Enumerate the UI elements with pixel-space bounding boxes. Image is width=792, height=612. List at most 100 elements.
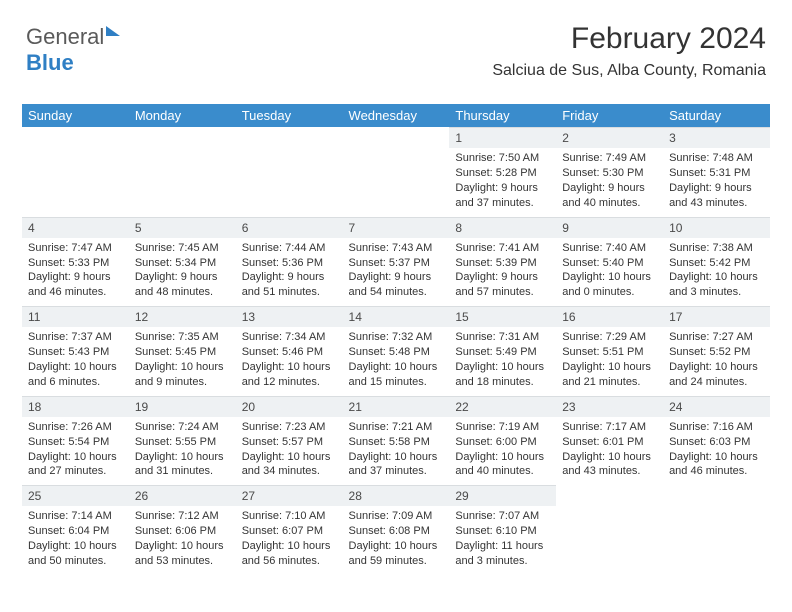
sunset-text: Sunset: 6:00 PM xyxy=(455,435,550,450)
daylight-line2: and 24 minutes. xyxy=(669,375,764,390)
sunrise-text: Sunrise: 7:50 AM xyxy=(455,151,550,166)
day-number: 16 xyxy=(556,306,663,327)
calendar-day-cell: 16 Sunrise: 7:29 AMSunset: 5:51 PMDayligh… xyxy=(556,306,663,396)
sunrise-text: Sunrise: 7:40 AM xyxy=(562,241,657,256)
daylight-line2: and 51 minutes. xyxy=(242,285,337,300)
sunrise-text: Sunrise: 7:48 AM xyxy=(669,151,764,166)
daylight-line2: and 57 minutes. xyxy=(455,285,550,300)
calendar-week-row: 25Sunrise: 7:14 AMSunset: 6:04 PMDayligh… xyxy=(22,485,770,575)
day-details: Sunrise: 7:47 AMSunset: 5:33 PMDaylight:… xyxy=(22,238,129,306)
sunset-text: Sunset: 5:37 PM xyxy=(349,256,444,271)
calendar-day-cell: 24Sunrise: 7:16 AMSunset: 6:03 PMDayligh… xyxy=(663,396,770,486)
day-details: Sunrise: 7:32 AMSunset: 5:48 PMDaylight:… xyxy=(343,327,450,395)
day-details: Sunrise: 7:48 AMSunset: 5:31 PMDaylight:… xyxy=(663,148,770,216)
sunset-text: Sunset: 5:46 PM xyxy=(242,345,337,360)
day-details: Sunrise: 7:44 AMSunset: 5:36 PMDaylight:… xyxy=(236,238,343,306)
daylight-line1: Daylight: 9 hours xyxy=(455,181,550,196)
calendar-day-cell xyxy=(236,127,343,217)
day-number: 13 xyxy=(236,306,343,327)
calendar-day-cell: 2Sunrise: 7:49 AMSunset: 5:30 PMDaylight… xyxy=(556,127,663,217)
daylight-line1: Daylight: 10 hours xyxy=(455,360,550,375)
daylight-line1: Daylight: 10 hours xyxy=(669,450,764,465)
day-details: Sunrise: 7:27 AMSunset: 5:52 PMDaylight:… xyxy=(663,327,770,395)
day-number: 11 xyxy=(22,306,129,327)
weekday-header: Sunday xyxy=(22,104,129,127)
daylight-line2: and 6 minutes. xyxy=(28,375,123,390)
day-details: Sunrise: 7:19 AMSunset: 6:00 PMDaylight:… xyxy=(449,417,556,485)
calendar-week-row: 11Sunrise: 7:37 AMSunset: 5:43 PMDayligh… xyxy=(22,306,770,396)
day-number: 24 xyxy=(663,396,770,417)
header-right: February 2024 Salciua de Sus, Alba Count… xyxy=(492,22,766,80)
daylight-line2: and 3 minutes. xyxy=(669,285,764,300)
calendar-week-row: 4Sunrise: 7:47 AMSunset: 5:33 PMDaylight… xyxy=(22,217,770,307)
location-text: Salciua de Sus, Alba County, Romania xyxy=(492,62,766,80)
day-number: 9 xyxy=(556,217,663,238)
calendar-table: Sunday Monday Tuesday Wednesday Thursday… xyxy=(22,104,770,575)
sunrise-text: Sunrise: 7:41 AM xyxy=(455,241,550,256)
sunrise-text: Sunrise: 7:14 AM xyxy=(28,509,123,524)
sunrise-text: Sunrise: 7:16 AM xyxy=(669,420,764,435)
day-number: 17 xyxy=(663,306,770,327)
day-number: 10 xyxy=(663,217,770,238)
daylight-line1: Daylight: 10 hours xyxy=(242,450,337,465)
day-details: Sunrise: 7:45 AMSunset: 5:34 PMDaylight:… xyxy=(129,238,236,306)
sunset-text: Sunset: 5:30 PM xyxy=(562,166,657,181)
sunset-text: Sunset: 5:28 PM xyxy=(455,166,550,181)
sunrise-text: Sunrise: 7:12 AM xyxy=(135,509,230,524)
daylight-line2: and 46 minutes. xyxy=(669,464,764,479)
daylight-line1: Daylight: 9 hours xyxy=(562,181,657,196)
day-number: 19 xyxy=(129,396,236,417)
daylight-line2: and 48 minutes. xyxy=(135,285,230,300)
sunset-text: Sunset: 5:43 PM xyxy=(28,345,123,360)
daylight-line1: Daylight: 10 hours xyxy=(28,360,123,375)
day-details: Sunrise: 7:16 AMSunset: 6:03 PMDaylight:… xyxy=(663,417,770,485)
sunset-text: Sunset: 6:06 PM xyxy=(135,524,230,539)
daylight-line1: Daylight: 10 hours xyxy=(562,360,657,375)
daylight-line1: Daylight: 10 hours xyxy=(135,360,230,375)
calendar-day-cell: 19Sunrise: 7:24 AMSunset: 5:55 PMDayligh… xyxy=(129,396,236,486)
daylight-line2: and 50 minutes. xyxy=(28,554,123,569)
calendar-day-cell: 15Sunrise: 7:31 AMSunset: 5:49 PMDayligh… xyxy=(449,306,556,396)
sunrise-text: Sunrise: 7:43 AM xyxy=(349,241,444,256)
day-details: Sunrise: 7:12 AMSunset: 6:06 PMDaylight:… xyxy=(129,506,236,574)
calendar-day-cell: 4Sunrise: 7:47 AMSunset: 5:33 PMDaylight… xyxy=(22,217,129,307)
sunrise-text: Sunrise: 7:27 AM xyxy=(669,330,764,345)
sunset-text: Sunset: 5:51 PM xyxy=(562,345,657,360)
daylight-line1: Daylight: 9 hours xyxy=(349,270,444,285)
daylight-line2: and 59 minutes. xyxy=(349,554,444,569)
daylight-line1: Daylight: 10 hours xyxy=(135,450,230,465)
calendar-day-cell: 7Sunrise: 7:43 AMSunset: 5:37 PMDaylight… xyxy=(343,217,450,307)
calendar-day-cell: 11Sunrise: 7:37 AMSunset: 5:43 PMDayligh… xyxy=(22,306,129,396)
calendar-day-cell: 3Sunrise: 7:48 AMSunset: 5:31 PMDaylight… xyxy=(663,127,770,217)
daylight-line1: Daylight: 10 hours xyxy=(28,539,123,554)
sunset-text: Sunset: 5:54 PM xyxy=(28,435,123,450)
day-details: Sunrise: 7:40 AMSunset: 5:40 PMDaylight:… xyxy=(556,238,663,306)
daylight-line2: and 54 minutes. xyxy=(349,285,444,300)
sunset-text: Sunset: 5:45 PM xyxy=(135,345,230,360)
daylight-line2: and 3 minutes. xyxy=(455,554,550,569)
sunrise-text: Sunrise: 7:07 AM xyxy=(455,509,550,524)
sunrise-text: Sunrise: 7:29 AM xyxy=(562,330,657,345)
daylight-line1: Daylight: 9 hours xyxy=(28,270,123,285)
sunset-text: Sunset: 6:07 PM xyxy=(242,524,337,539)
sunrise-text: Sunrise: 7:45 AM xyxy=(135,241,230,256)
sunset-text: Sunset: 5:34 PM xyxy=(135,256,230,271)
sunrise-text: Sunrise: 7:35 AM xyxy=(135,330,230,345)
day-number: 14 xyxy=(343,306,450,327)
weekday-header-row: Sunday Monday Tuesday Wednesday Thursday… xyxy=(22,104,770,127)
calendar-day-cell xyxy=(343,127,450,217)
sunset-text: Sunset: 6:10 PM xyxy=(455,524,550,539)
daylight-line2: and 56 minutes. xyxy=(242,554,337,569)
day-details: Sunrise: 7:31 AMSunset: 5:49 PMDaylight:… xyxy=(449,327,556,395)
day-number: 6 xyxy=(236,217,343,238)
daylight-line1: Daylight: 10 hours xyxy=(349,360,444,375)
sunrise-text: Sunrise: 7:34 AM xyxy=(242,330,337,345)
calendar-day-cell: 5Sunrise: 7:45 AMSunset: 5:34 PMDaylight… xyxy=(129,217,236,307)
sunrise-text: Sunrise: 7:17 AM xyxy=(562,420,657,435)
daylight-line2: and 31 minutes. xyxy=(135,464,230,479)
daylight-line1: Daylight: 9 hours xyxy=(135,270,230,285)
day-number: 3 xyxy=(663,127,770,148)
day-number: 12 xyxy=(129,306,236,327)
sunset-text: Sunset: 5:31 PM xyxy=(669,166,764,181)
day-details: Sunrise: 7:24 AMSunset: 5:55 PMDaylight:… xyxy=(129,417,236,485)
